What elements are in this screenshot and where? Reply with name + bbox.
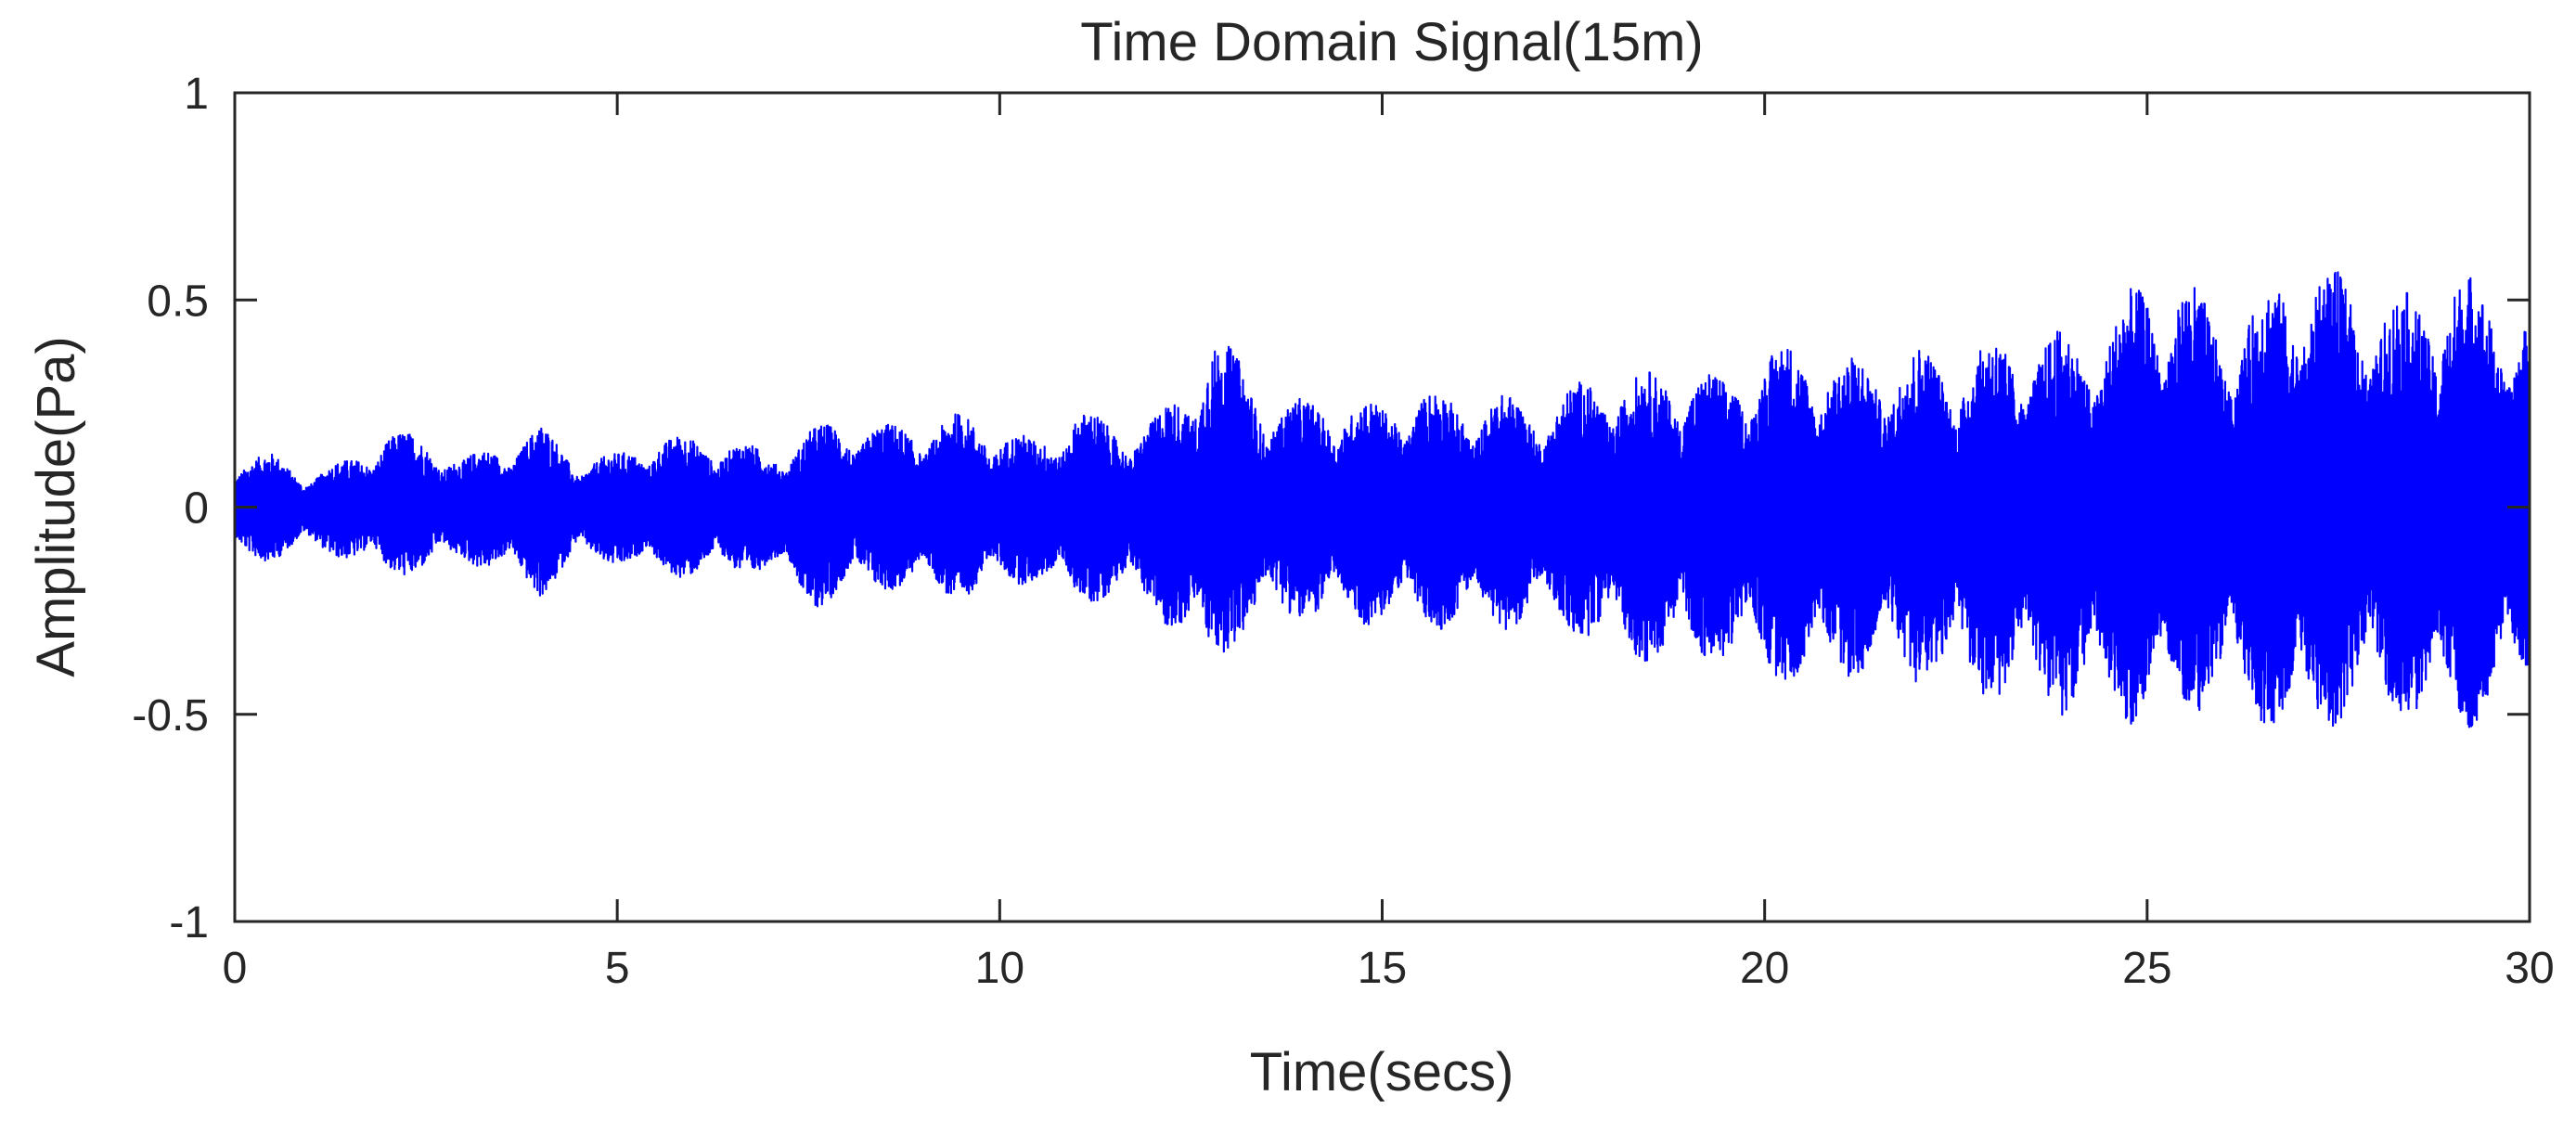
x-tick-label: 0 bbox=[223, 944, 248, 993]
y-tick-label: 0.5 bbox=[147, 277, 209, 326]
x-tick-label: 30 bbox=[2505, 944, 2554, 993]
y-tick-label: 0 bbox=[184, 484, 209, 534]
y-tick-label: 1 bbox=[184, 70, 209, 119]
chart-title: Time Domain Signal(15m) bbox=[1080, 12, 1704, 72]
x-tick-label: 20 bbox=[1740, 944, 1789, 993]
x-axis-label: Time(secs) bbox=[1250, 1042, 1514, 1102]
x-tick-label: 25 bbox=[2122, 944, 2171, 993]
signal-line bbox=[233, 271, 2531, 728]
y-tick-label: -1 bbox=[169, 898, 209, 947]
x-tick-label: 15 bbox=[1358, 944, 1407, 993]
signal-trace bbox=[233, 271, 2531, 728]
x-tick-label: 5 bbox=[605, 944, 630, 993]
y-axis-ticks: 1 0.5 0 -0.5 -1 bbox=[132, 70, 2530, 947]
x-axis-ticks: 0 5 10 15 20 25 30 bbox=[223, 93, 2555, 993]
y-tick-label: -0.5 bbox=[132, 691, 209, 741]
plot-area bbox=[233, 91, 2531, 923]
x-tick-label: 10 bbox=[975, 944, 1024, 993]
y-axis-label: Amplitude(Pa) bbox=[26, 336, 86, 677]
